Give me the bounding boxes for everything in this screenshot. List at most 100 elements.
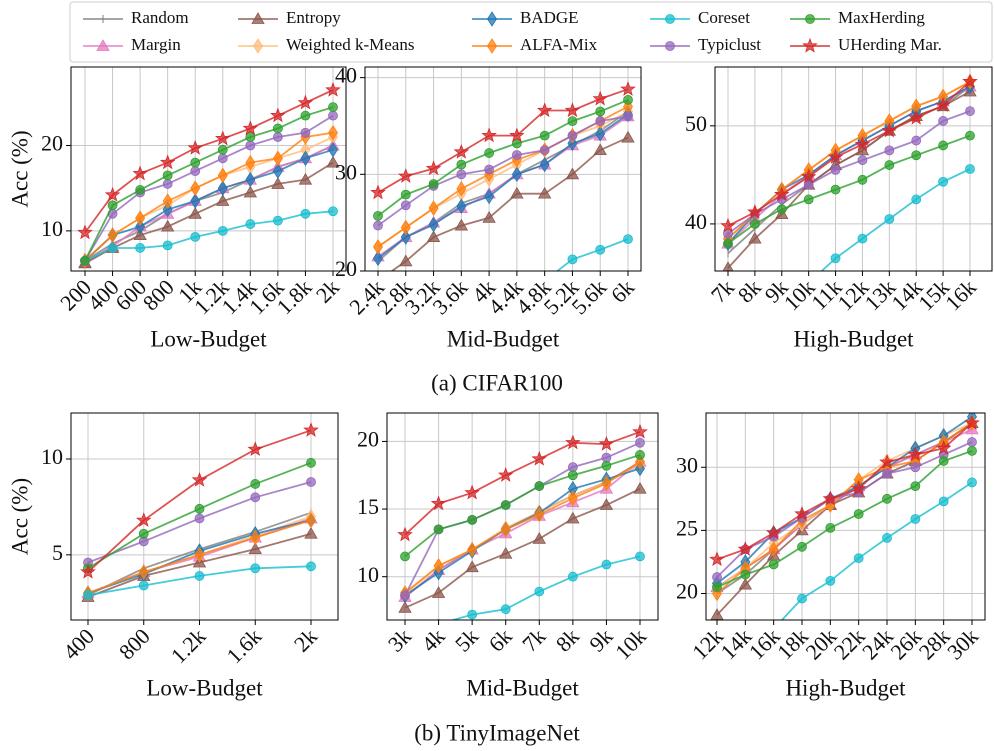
marker <box>738 577 753 590</box>
y-axis-label: Acc (%) <box>7 130 32 207</box>
marker <box>426 230 441 243</box>
marker <box>328 102 338 113</box>
marker <box>830 165 841 175</box>
marker <box>737 541 754 556</box>
series-line <box>727 80 971 240</box>
marker <box>884 160 895 170</box>
marker <box>598 435 615 451</box>
series-line <box>727 134 971 245</box>
caption: (a) CIFAR100 <box>431 370 563 395</box>
marker <box>328 124 338 141</box>
series-line <box>404 460 641 594</box>
marker <box>428 216 439 233</box>
marker <box>190 231 201 242</box>
marker <box>884 145 895 156</box>
marker <box>635 450 645 460</box>
marker <box>160 219 175 232</box>
marker <box>132 165 148 181</box>
marker <box>567 130 578 141</box>
legend-entry: Weighted k-Means <box>238 35 414 54</box>
marker <box>710 608 724 620</box>
marker <box>159 154 176 170</box>
marker <box>487 38 497 54</box>
x-tick-label: 9k <box>584 623 617 656</box>
marker <box>882 468 892 479</box>
marker <box>854 136 871 152</box>
marker <box>794 505 810 521</box>
marker <box>433 524 444 535</box>
series-line <box>780 481 973 620</box>
plot-area <box>370 81 636 363</box>
x-tick-label: 3.6k <box>428 274 473 319</box>
series-line <box>377 110 629 248</box>
marker <box>911 150 922 161</box>
marker <box>453 143 470 159</box>
marker <box>907 446 924 462</box>
y-tick-label: 10 <box>41 216 63 241</box>
x-tick-label: 400 <box>58 623 99 664</box>
series-line <box>84 161 334 265</box>
x-axis-label: High-Budget <box>793 326 914 351</box>
marker <box>623 111 633 122</box>
marker <box>500 521 511 538</box>
series-line <box>84 210 334 262</box>
marker <box>467 541 478 558</box>
marker <box>300 150 311 167</box>
marker <box>965 130 975 141</box>
marker <box>467 514 478 525</box>
marker <box>431 586 446 598</box>
x-tick-label: 3k <box>383 623 416 656</box>
y-tick-label: 50 <box>685 111 707 136</box>
marker <box>400 590 410 601</box>
y-tick-label: 30 <box>676 452 698 477</box>
marker <box>135 243 146 253</box>
marker <box>374 354 383 363</box>
series-line <box>716 422 973 616</box>
marker <box>162 170 173 181</box>
marker <box>910 481 921 492</box>
marker <box>511 150 522 160</box>
marker <box>272 123 283 134</box>
marker <box>194 547 205 563</box>
marker <box>797 541 807 552</box>
marker <box>456 169 467 180</box>
marker <box>454 218 469 231</box>
marker <box>465 560 479 573</box>
series-line <box>390 136 629 271</box>
series-line <box>84 106 334 262</box>
series-line <box>84 148 334 262</box>
marker <box>401 339 410 348</box>
marker <box>328 142 338 158</box>
legend-entry: ALFA-Mix <box>472 35 598 54</box>
marker <box>722 261 734 271</box>
legend-label: UHerding Mar. <box>838 35 942 54</box>
marker <box>539 130 550 141</box>
legend-entry: UHerding Mar. <box>790 35 942 54</box>
marker <box>713 677 722 686</box>
legend-entry: MaxHerding <box>790 8 925 27</box>
marker <box>467 609 478 620</box>
series-line <box>377 88 629 194</box>
y-tick-label: 10 <box>357 562 379 587</box>
marker <box>539 145 550 156</box>
y-tick-label: 20 <box>41 131 63 156</box>
marker <box>272 150 283 167</box>
series-line <box>84 131 334 262</box>
marker <box>133 228 147 241</box>
x-tick-label: 4k <box>416 623 449 656</box>
subplot: 2030402.4k2.8k3.2k3.6k4k4.4k4.8k5.2k5.6k… <box>335 63 642 363</box>
marker <box>620 81 636 96</box>
y-tick-label: 5 <box>52 540 63 565</box>
marker <box>537 186 552 199</box>
frame <box>70 66 347 272</box>
marker <box>633 481 647 494</box>
series-line <box>449 555 641 620</box>
x-tick-label: 16k <box>940 274 981 315</box>
marker <box>908 109 924 125</box>
marker <box>935 440 952 455</box>
marker <box>245 219 256 229</box>
y-tick-label: 30 <box>335 159 357 184</box>
marker <box>250 492 261 503</box>
